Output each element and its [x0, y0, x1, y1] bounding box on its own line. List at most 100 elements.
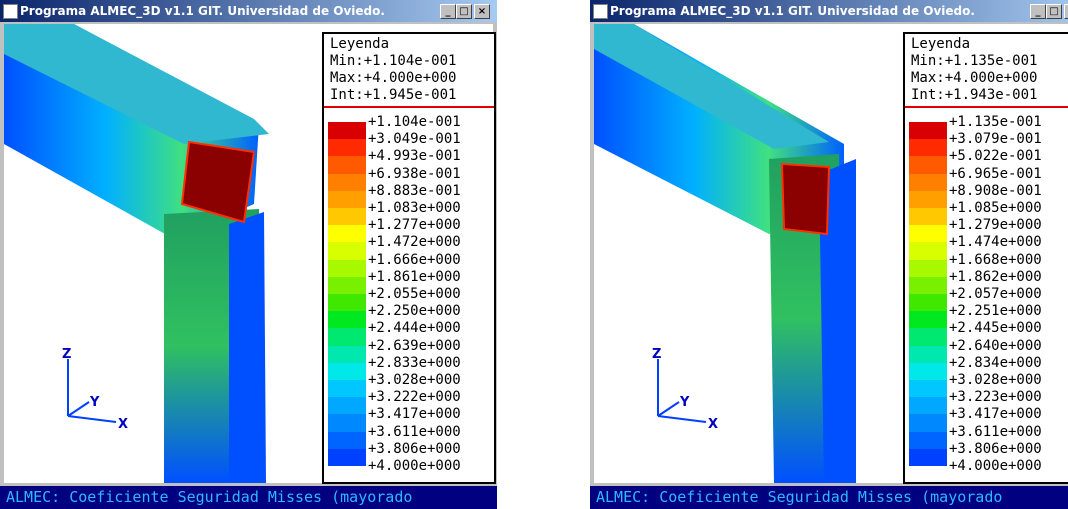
window-button[interactable]: × — [1064, 4, 1068, 19]
legend-label: +3.222e+000 — [368, 389, 461, 405]
legend-label: +1.472e+000 — [368, 234, 461, 250]
legend-swatch — [909, 260, 947, 277]
legend-label: +2.834e+000 — [949, 355, 1042, 371]
legend-label: +1.085e+000 — [949, 200, 1042, 216]
legend-label: +2.640e+000 — [949, 338, 1042, 354]
axis-label: Z — [652, 347, 661, 362]
title-bar: Programa ALMEC_3D v1.1 GIT. Universidad … — [590, 0, 1068, 22]
legend-label: +3.806e+000 — [368, 441, 461, 457]
legend-swatch — [328, 414, 366, 431]
legend-swatch — [909, 139, 947, 156]
title-bar: Programa ALMEC_3D v1.1 GIT. Universidad … — [0, 0, 497, 22]
legend-swatch — [909, 346, 947, 363]
legend-swatch — [909, 380, 947, 397]
window-button[interactable]: □ — [456, 4, 472, 19]
legend-label: +2.445e+000 — [949, 320, 1042, 336]
legend-header: Leyenda — [330, 36, 389, 52]
legend-swatch — [328, 397, 366, 414]
legend-label: +6.938e-001 — [368, 166, 461, 182]
legend-label: +2.055e+000 — [368, 286, 461, 302]
legend-label: +4.993e-001 — [368, 148, 461, 164]
axis-arrow — [68, 402, 89, 416]
legend-swatch — [909, 311, 947, 328]
legend-swatch — [328, 346, 366, 363]
legend-label: +1.277e+000 — [368, 217, 461, 233]
axis-label: Y — [679, 395, 690, 410]
legend-swatch — [328, 225, 366, 242]
legend-swatch — [909, 449, 947, 466]
legend-swatch — [909, 328, 947, 345]
window-button[interactable]: □ — [1046, 4, 1062, 19]
legend-swatch — [909, 414, 947, 431]
legend-swatch — [909, 174, 947, 191]
legend-label: +3.049e-001 — [368, 131, 461, 147]
legend-label: +1.104e-001 — [368, 114, 461, 130]
legend-label: +4.000e+000 — [949, 458, 1042, 474]
window-title: Programa ALMEC_3D v1.1 GIT. Universidad … — [610, 0, 975, 22]
screen: Programa ALMEC_3D v1.1 GIT. Universidad … — [0, 0, 1068, 509]
legend-label: +3.611e+000 — [368, 424, 461, 440]
legend-label: +1.666e+000 — [368, 252, 461, 268]
legend-label: +4.000e+000 — [368, 458, 461, 474]
axis-arrow — [658, 402, 679, 416]
legend-swatch — [328, 139, 366, 156]
legend-swatch — [328, 156, 366, 173]
status-bar: ALMEC: Coeficiente Seguridad Misses (may… — [590, 486, 1068, 509]
legend-swatch — [328, 191, 366, 208]
legend-label: +6.965e-001 — [949, 166, 1042, 182]
axis-label: Z — [62, 347, 71, 362]
legend-label: +1.474e+000 — [949, 234, 1042, 250]
legend-swatch — [909, 432, 947, 449]
window-button[interactable]: _ — [440, 4, 456, 19]
legend-label: +1.279e+000 — [949, 217, 1042, 233]
legend-label: +3.028e+000 — [368, 372, 461, 388]
legend-header: Min:+1.104e-001 — [330, 53, 456, 69]
app-window: Programa ALMEC_3D v1.1 GIT. Universidad … — [0, 0, 497, 509]
window-button[interactable]: × — [474, 4, 490, 19]
legend-label: +1.861e+000 — [368, 269, 461, 285]
legend-swatch — [328, 328, 366, 345]
legend-label: +2.057e+000 — [949, 286, 1042, 302]
window-button[interactable]: _ — [1030, 4, 1046, 19]
legend-swatch — [328, 122, 366, 139]
legend-label: +3.028e+000 — [949, 372, 1042, 388]
legend-swatch — [909, 397, 947, 414]
legend-label: +3.806e+000 — [949, 441, 1042, 457]
legend-header: Max:+4.000e+000 — [330, 70, 456, 86]
legend-swatch — [328, 311, 366, 328]
legend-swatch — [328, 260, 366, 277]
app-window: Programa ALMEC_3D v1.1 GIT. Universidad … — [590, 0, 1068, 509]
legend-swatch — [909, 225, 947, 242]
legend-header: Leyenda — [911, 36, 970, 52]
legend-label: +1.083e+000 — [368, 200, 461, 216]
legend-label: +3.611e+000 — [949, 424, 1042, 440]
legend-swatch — [328, 449, 366, 466]
legend-swatch — [909, 242, 947, 259]
app-icon — [593, 4, 608, 19]
stiffener — [782, 164, 829, 234]
axis-label: X — [708, 417, 718, 432]
window-title: Programa ALMEC_3D v1.1 GIT. Universidad … — [20, 0, 385, 22]
legend-label: +8.883e-001 — [368, 183, 461, 199]
legend-swatch — [909, 363, 947, 380]
legend-header: Min:+1.135e-001 — [911, 53, 1037, 69]
legend-divider — [905, 106, 1068, 108]
column-side — [229, 212, 266, 483]
legend-label: +2.639e+000 — [368, 338, 461, 354]
legend-label: +1.135e-001 — [949, 114, 1042, 130]
legend-swatch — [909, 294, 947, 311]
legend-label: +8.908e-001 — [949, 183, 1042, 199]
legend-label: +3.417e+000 — [949, 406, 1042, 422]
status-bar: ALMEC: Coeficiente Seguridad Misses (may… — [0, 486, 497, 509]
legend-label: +3.417e+000 — [368, 406, 461, 422]
app-icon — [3, 4, 18, 19]
axis-label: Y — [89, 395, 100, 410]
legend-swatch — [909, 122, 947, 139]
legend-swatch — [328, 432, 366, 449]
legend-label: +2.444e+000 — [368, 320, 461, 336]
legend-swatch — [328, 380, 366, 397]
legend-header: Int:+1.943e-001 — [911, 87, 1037, 103]
legend-divider — [324, 106, 494, 108]
